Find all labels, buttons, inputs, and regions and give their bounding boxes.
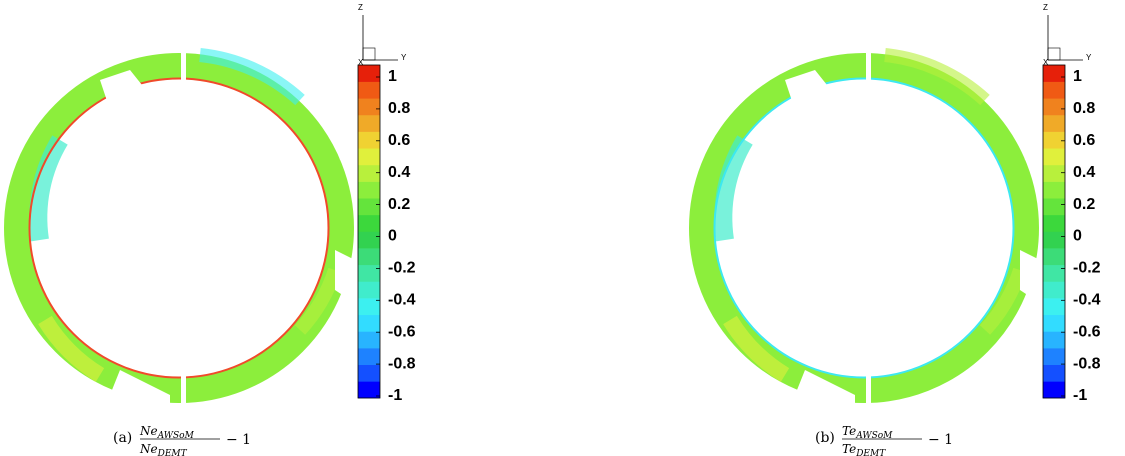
colorbar-tick-label: -0.4 [388, 292, 416, 309]
colorbar-frame [1042, 64, 1066, 399]
caption-denominator: NeDEMT [139, 442, 188, 456]
color-band [1043, 131, 1065, 149]
color-band [358, 381, 380, 399]
contour-ring [4, 48, 354, 403]
colorbar-tick-label: 0.4 [388, 164, 410, 181]
colorbar-tick-label: 0.2 [388, 196, 410, 213]
colorbar-tick-label: -0.8 [388, 355, 416, 372]
colorbar-tick-label: 0 [388, 228, 397, 245]
colorbar-tick-label: -1 [1073, 387, 1087, 404]
triad-label: Z [358, 3, 363, 12]
color-band [358, 181, 380, 199]
colorbar-tick-label: 0.6 [1073, 132, 1095, 149]
color-band [358, 148, 380, 166]
caption-numerator: NeAWSoM [139, 424, 195, 441]
triad-label: Y [401, 53, 407, 62]
caption-suffix: − 1 [928, 432, 953, 448]
colorbar-tick-label: -0.2 [388, 260, 416, 277]
color-band [358, 131, 380, 149]
triad-label: Z [1043, 3, 1048, 12]
colorbar-tick-label: -0.8 [1073, 355, 1101, 372]
colorbar-frame [357, 64, 381, 399]
color-band [1043, 248, 1065, 266]
caption-denominator: TeDEMT [842, 442, 886, 456]
panel: Z Y X 1 0.8 0.6 0.4 0.2 0 -0.2 -0.4 -0.6 -0.8 -1 (b) Te… [689, 3, 1101, 456]
panel: Z Y X 1 0.8 0.6 0.4 0.2 0 -0.2 -0.4 -0.6 -0.8 -1 (a) Ne… [4, 3, 416, 456]
color-band [358, 98, 380, 116]
color-band [358, 364, 380, 382]
triad-box [1047, 47, 1061, 61]
color-band [1043, 81, 1065, 99]
color-band [358, 348, 380, 365]
triad-label: X [1043, 58, 1049, 67]
colorbar-tick-label: 0.8 [388, 100, 410, 117]
colorbar-tick-label: -0.6 [1073, 323, 1101, 340]
color-band [358, 281, 380, 299]
triad-label: X [358, 58, 364, 67]
color-band [1043, 98, 1065, 116]
color-band [1043, 181, 1065, 199]
color-band [1043, 214, 1065, 232]
colorbar-tick-label: 0.8 [1073, 100, 1095, 117]
color-band [358, 81, 380, 99]
color-band [1043, 164, 1065, 182]
color-band [1043, 298, 1065, 316]
color-band [1043, 281, 1065, 299]
colorbar-tick-label: 1 [388, 68, 397, 85]
caption-suffix: − 1 [226, 432, 251, 448]
color-band [1043, 264, 1065, 282]
color-band [358, 114, 380, 132]
color-band [1043, 331, 1065, 349]
color-band [358, 248, 380, 266]
colorbar-tick-label: -0.4 [1073, 292, 1101, 309]
colorbar-tick-label: -1 [388, 387, 402, 404]
colorbar-tick-label: 0.6 [388, 132, 410, 149]
colorbar-tick-label: 0.2 [1073, 196, 1095, 213]
color-band [358, 198, 380, 216]
caption-numerator: TeAWSoM [842, 424, 893, 441]
colorbar-tick-label: 1 [1073, 68, 1082, 85]
contour-ring [689, 48, 1039, 403]
caption-label: (b) [815, 430, 835, 446]
color-band [358, 264, 380, 282]
color-band [1043, 65, 1065, 82]
color-band [1043, 114, 1065, 132]
color-band [358, 231, 380, 249]
color-band [1043, 348, 1065, 365]
color-band [1043, 198, 1065, 216]
caption-label: (a) [113, 430, 132, 446]
color-band [1043, 231, 1065, 249]
triad-box [362, 47, 376, 61]
colorbar-tick-label: 0.4 [1073, 164, 1095, 181]
color-band [358, 214, 380, 232]
triad-label: Y [1086, 53, 1092, 62]
color-band [1043, 364, 1065, 382]
color-band [358, 65, 380, 82]
color-band [358, 314, 380, 332]
color-band [358, 298, 380, 316]
color-band [358, 164, 380, 182]
color-band [358, 331, 380, 349]
colorbar-tick-label: -0.2 [1073, 260, 1101, 277]
colorbar-tick-label: -0.6 [388, 323, 416, 340]
color-band [1043, 148, 1065, 166]
color-band [1043, 381, 1065, 399]
colorbar-tick-label: 0 [1073, 228, 1082, 245]
color-band [1043, 314, 1065, 332]
